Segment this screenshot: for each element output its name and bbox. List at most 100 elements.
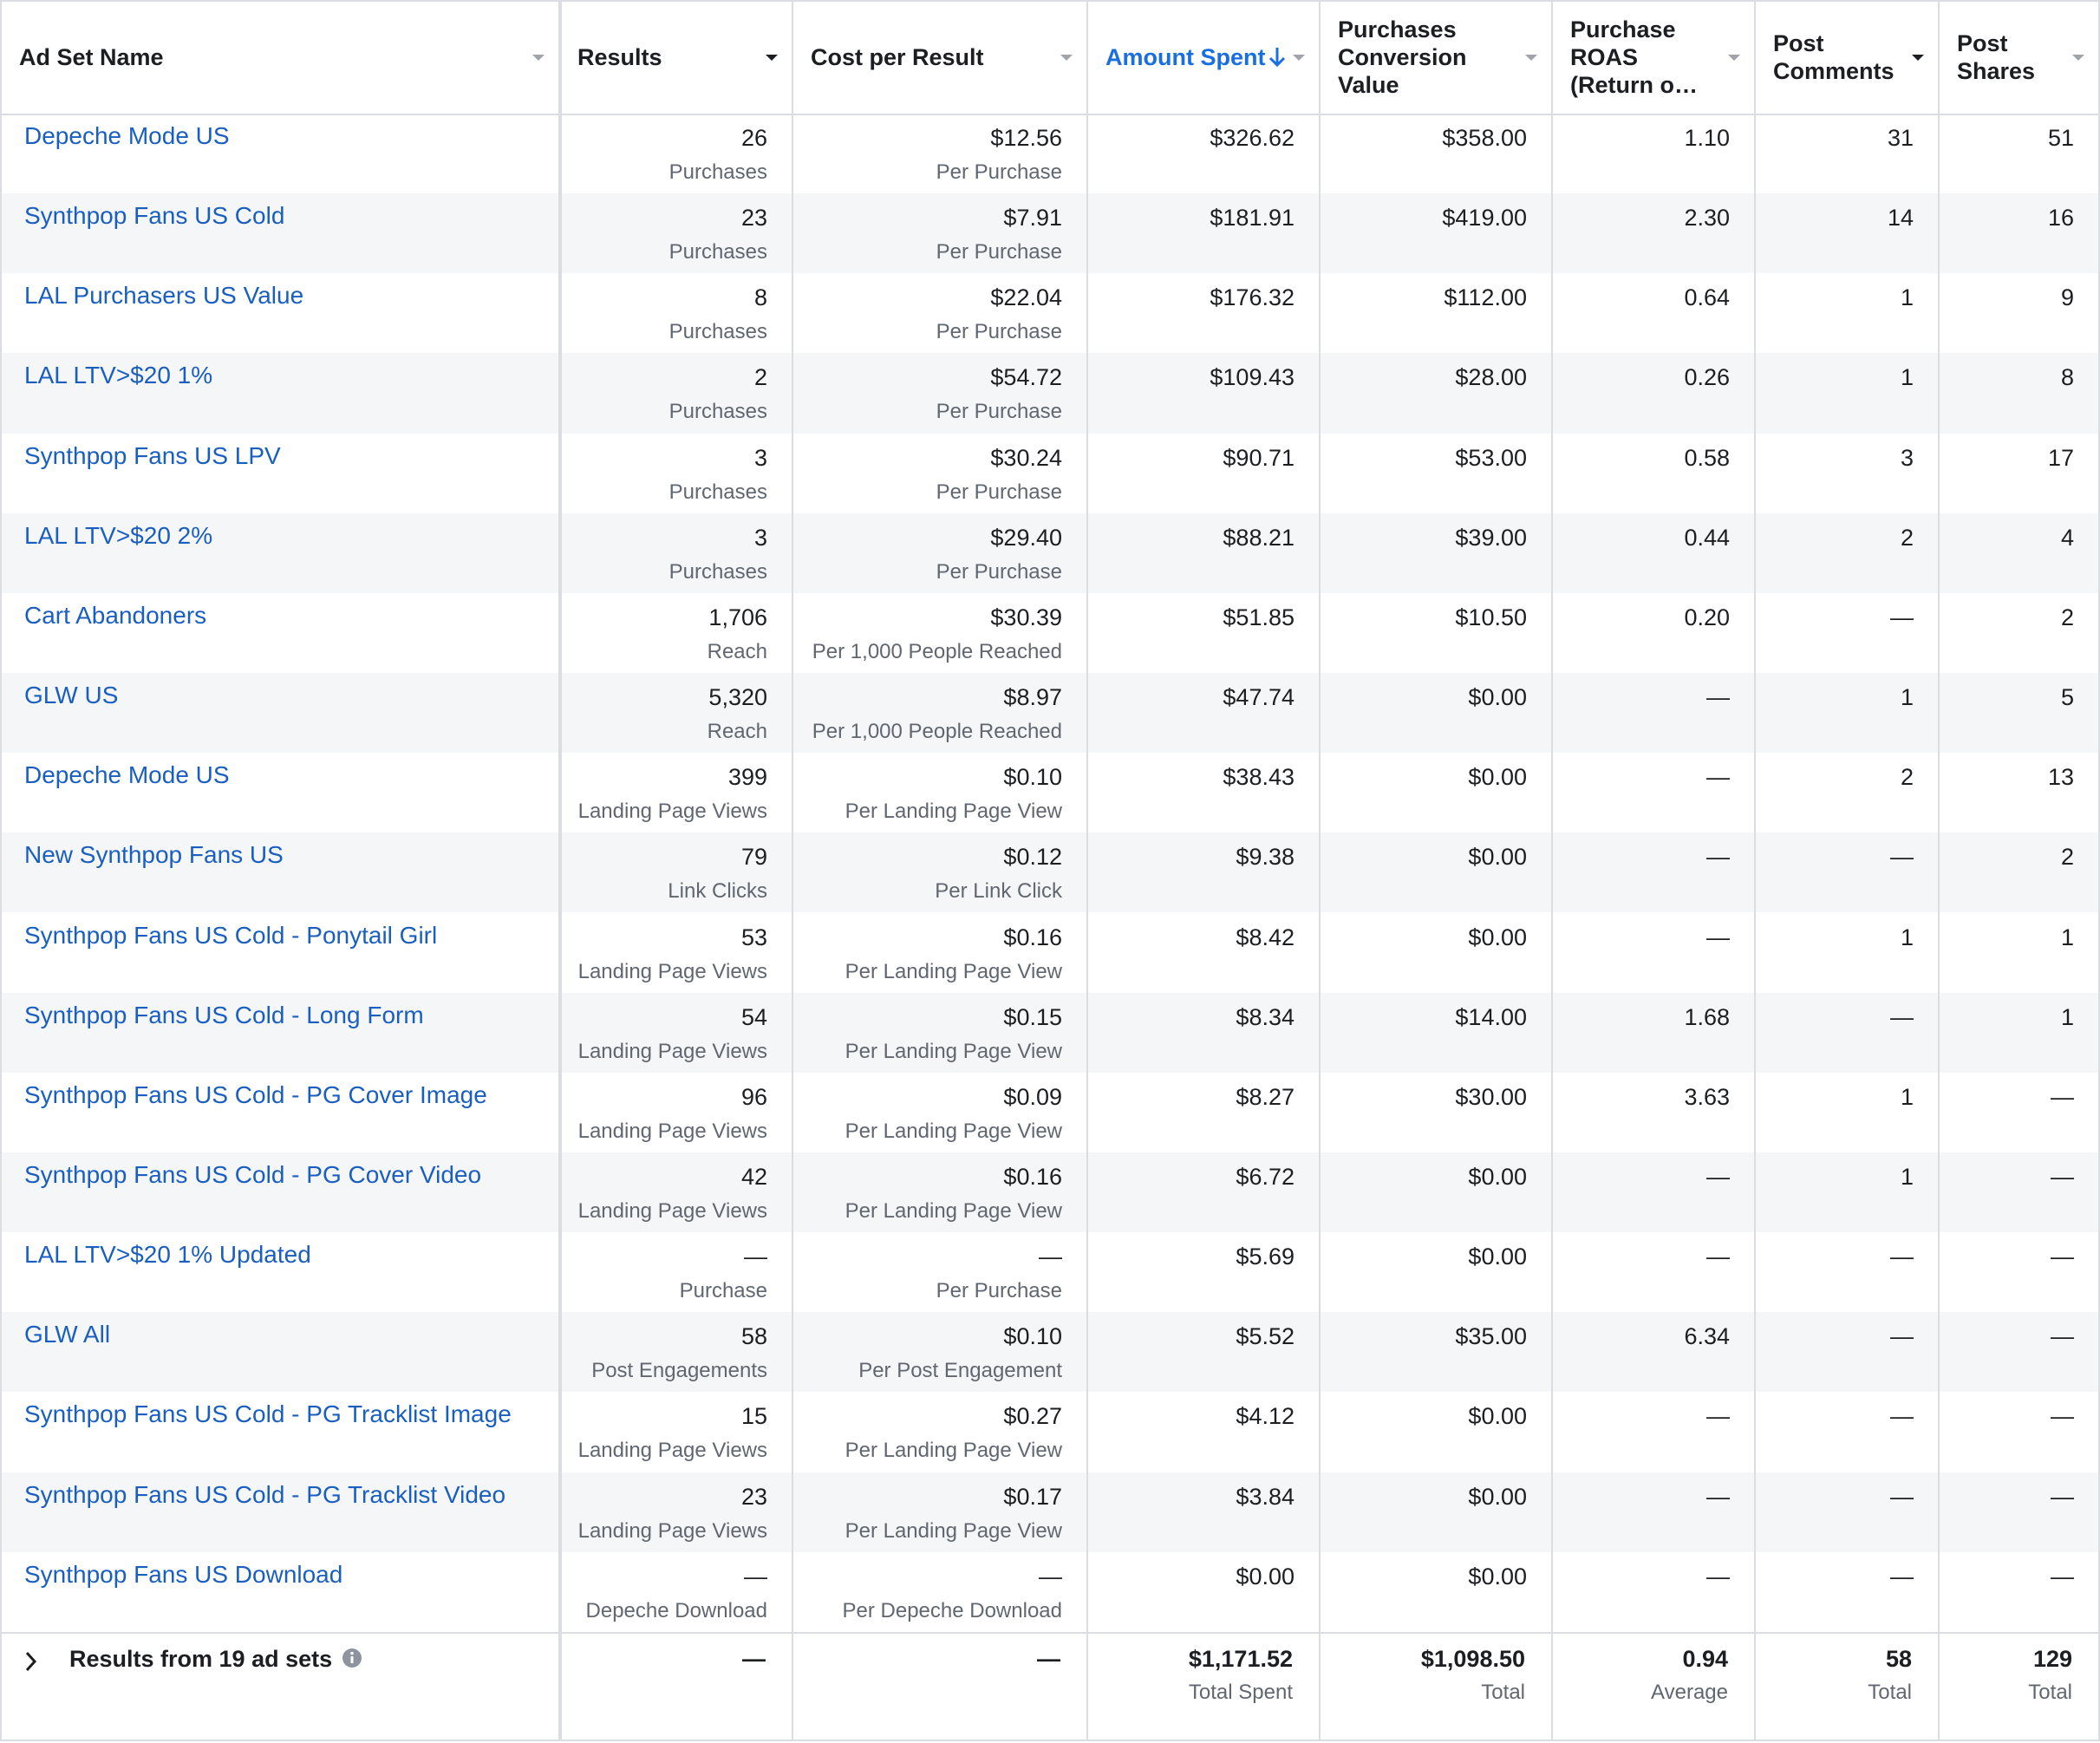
metric-value: 14 — [1887, 205, 1914, 232]
sort-icon[interactable] — [1027, 44, 1079, 70]
ad-set-link[interactable]: GLW US — [24, 682, 119, 709]
sort-icon[interactable] — [1492, 44, 1544, 70]
column-header[interactable]: Results — [558, 0, 792, 114]
metric-value: $8.97 — [1003, 684, 1062, 711]
metric-value: 5 — [2060, 684, 2074, 711]
row-background — [0, 1312, 2100, 1393]
ad-set-link[interactable]: Synthpop Fans US Cold - PG Cover Image — [24, 1080, 487, 1108]
metric-value: — — [1706, 1403, 1730, 1430]
ad-set-link[interactable]: Synthpop Fans US Cold - Ponytail Girl — [24, 921, 438, 949]
metric-unit: Per Depeche Download — [842, 1598, 1063, 1622]
ad-set-link[interactable]: New Synthpop Fans US — [24, 841, 284, 869]
metric-value: 1 — [1900, 1163, 1914, 1190]
metric-value: $0.00 — [1468, 924, 1527, 950]
expand-chevron[interactable] — [23, 1648, 40, 1674]
ad-set-link[interactable]: Synthpop Fans US Download — [24, 1560, 343, 1588]
column-divider — [1938, 0, 1940, 1740]
metric-value: $30.00 — [1455, 1083, 1527, 1110]
ad-set-link[interactable]: LAL LTV>$20 2% — [24, 521, 213, 549]
metric-value: 31 — [1887, 125, 1914, 151]
metric-value: $112.00 — [1444, 284, 1527, 311]
metric-value: 3.63 — [1684, 1083, 1730, 1110]
metric-value: $0.00 — [1468, 1163, 1527, 1190]
ad-set-link[interactable]: Synthpop Fans US Cold - PG Tracklist Vid… — [24, 1480, 506, 1508]
row-background — [0, 832, 2100, 913]
sort-icon[interactable] — [733, 44, 785, 70]
metric-value: $8.27 — [1236, 1083, 1295, 1110]
column-divider — [2098, 0, 2100, 1740]
metric-value: 2 — [2060, 604, 2074, 630]
column-header[interactable]: Post Comments — [1754, 0, 1938, 114]
row-background — [0, 193, 2100, 274]
metric-value: — — [1706, 924, 1730, 950]
metric-value: — — [1706, 1563, 1730, 1590]
metric-value: — — [1039, 1563, 1062, 1590]
metric-value: — — [1706, 1483, 1730, 1510]
metric-value: — — [1890, 1244, 1914, 1270]
metric-value: — — [1890, 1003, 1914, 1030]
metric-value: 1 — [1900, 924, 1914, 950]
ad-set-link[interactable]: LAL Purchasers US Value — [24, 282, 304, 310]
sort-icon[interactable] — [1879, 44, 1931, 70]
metric-value: — — [1706, 1244, 1730, 1270]
metric-unit: Landing Page Views — [577, 1119, 767, 1143]
metric-unit: Purchases — [668, 559, 767, 584]
metric-value: 42 — [740, 1163, 767, 1190]
metric-value: $51.85 — [1223, 604, 1295, 630]
summary-unit: Average — [1651, 1680, 1728, 1704]
column-divider — [1551, 0, 1553, 1740]
ad-set-link[interactable]: LAL LTV>$20 1% — [24, 362, 213, 389]
metric-value: 26 — [740, 125, 767, 151]
metric-value: $109.43 — [1210, 364, 1295, 391]
info-icon[interactable] — [341, 1647, 363, 1669]
metric-value: $0.17 — [1003, 1483, 1062, 1510]
metric-unit: Per Purchase — [936, 480, 1062, 504]
metric-unit: Per 1,000 People Reached — [812, 639, 1062, 663]
metric-value: 2 — [2060, 844, 2074, 871]
sort-icon[interactable] — [2039, 44, 2091, 70]
sort-icon[interactable] — [1695, 44, 1747, 70]
ad-set-link[interactable]: Cart Abandoners — [24, 601, 207, 629]
summary-unit: Total — [2028, 1680, 2072, 1704]
sort-icon[interactable] — [1260, 44, 1312, 70]
metric-value: $0.00 — [1468, 1563, 1527, 1590]
ad-set-link[interactable]: Synthpop Fans US Cold - Long Form — [24, 1001, 424, 1028]
ad-set-link[interactable]: GLW All — [24, 1321, 111, 1348]
metric-value: — — [744, 1244, 767, 1270]
metric-value: 1 — [2060, 924, 2074, 950]
column-header[interactable]: Cost per Result — [792, 0, 1086, 114]
ad-set-link[interactable]: Synthpop Fans US Cold - PG Tracklist Ima… — [24, 1400, 512, 1428]
metric-unit: Per Landing Page View — [845, 1198, 1062, 1223]
metric-unit: Purchases — [668, 480, 767, 504]
sort-icon[interactable] — [499, 44, 551, 70]
metric-value: 1 — [1900, 284, 1914, 311]
metric-unit: Purchases — [668, 240, 767, 264]
metric-value: 79 — [740, 844, 767, 871]
metric-value: 0.20 — [1684, 604, 1730, 630]
metric-unit: Purchases — [668, 320, 767, 344]
column-header[interactable]: Purchases Conversion Value — [1319, 0, 1551, 114]
metric-value: $30.24 — [990, 444, 1062, 471]
metric-value: 0.26 — [1684, 364, 1730, 391]
summary-value: 0.94 — [1682, 1645, 1728, 1672]
column-header[interactable]: Purchase ROAS (Return o… — [1551, 0, 1754, 114]
summary-value: — — [1037, 1645, 1060, 1672]
metric-value: $358.00 — [1442, 125, 1527, 151]
ad-set-link[interactable]: Synthpop Fans US Cold — [24, 202, 285, 230]
metric-value: $0.00 — [1468, 1403, 1527, 1430]
ad-set-link[interactable]: Depeche Mode US — [24, 122, 230, 149]
ad-set-link[interactable]: LAL LTV>$20 1% Updated — [24, 1241, 311, 1269]
ad-set-link[interactable]: Synthpop Fans US LPV — [24, 441, 281, 469]
metric-value: 1 — [1900, 684, 1914, 711]
metric-value: $14.00 — [1455, 1003, 1527, 1030]
column-header[interactable]: Amount Spent — [1086, 0, 1319, 114]
metric-value: $90.71 — [1223, 444, 1295, 471]
column-header[interactable]: Post Shares — [1938, 0, 2098, 114]
ad-set-link[interactable]: Depeche Mode US — [24, 761, 230, 789]
metric-value: $47.74 — [1223, 684, 1295, 711]
column-header[interactable]: Ad Set Name — [0, 0, 558, 114]
ad-set-link[interactable]: Synthpop Fans US Cold - PG Cover Video — [24, 1160, 482, 1188]
summary-value: — — [742, 1645, 766, 1672]
